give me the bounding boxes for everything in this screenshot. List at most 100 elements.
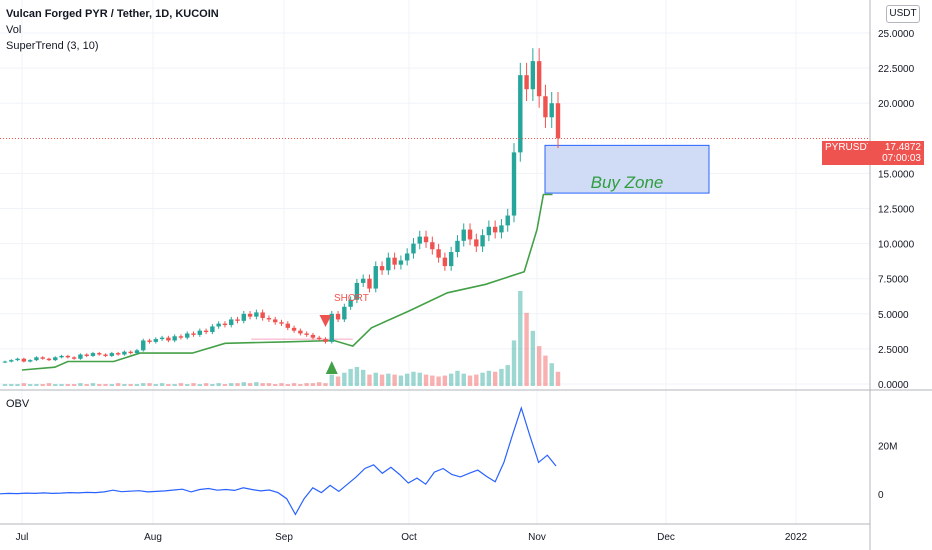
candle-body [342, 306, 347, 320]
volume-bar [216, 383, 221, 386]
candle-body [191, 333, 196, 335]
candle-body [448, 252, 454, 267]
candle-body [404, 253, 410, 261]
candle-body [367, 278, 372, 289]
last-price-value: 17.4872 [884, 142, 921, 153]
x-tick-label: Nov [528, 532, 546, 543]
candle-body [530, 61, 536, 90]
volume-bar [266, 383, 272, 386]
volume-bar [335, 376, 341, 386]
volume-bar [342, 372, 347, 386]
volume-bar [247, 383, 253, 386]
countdown: 07:00:03 [882, 153, 921, 164]
candle-body [273, 319, 278, 323]
candle-body [197, 330, 203, 335]
candle-body [97, 353, 102, 355]
candle-body [172, 336, 177, 341]
volume-bar [398, 375, 404, 386]
supertrend-path [21, 193, 553, 371]
candle-body [379, 266, 385, 271]
volume-bar [304, 383, 309, 386]
volume-bar [505, 365, 510, 386]
candle-body [235, 319, 240, 321]
obv-tick-label: 0 [878, 490, 884, 501]
y-tick-label: 0.0000 [878, 380, 909, 391]
symbol-label: PYRUSDT [825, 142, 873, 153]
candle-body [122, 351, 127, 355]
volume-bar [147, 383, 152, 386]
candle-body [134, 350, 140, 354]
volume-bar [436, 376, 441, 386]
candle-body [467, 229, 473, 240]
candle-body [46, 358, 52, 361]
candle-body [159, 337, 165, 340]
volume-bar [203, 383, 209, 386]
volume-bar [9, 384, 14, 386]
candle-body [109, 353, 115, 356]
volume-bar [21, 383, 27, 386]
volume-bar [474, 374, 479, 386]
volume-bar [511, 340, 517, 386]
candle-body [128, 351, 133, 354]
volume-bar [291, 383, 297, 386]
candle-body [335, 313, 341, 320]
candle-body [310, 334, 316, 338]
candle-body [386, 257, 391, 271]
volume-bar [298, 384, 303, 386]
candle-body [543, 96, 548, 118]
volume-bar [285, 384, 290, 386]
volume-bar [367, 374, 372, 386]
obv-tick-label: 20M [878, 442, 897, 453]
candle-body [436, 249, 441, 258]
candle-body [423, 236, 429, 243]
volume-bar [197, 384, 203, 386]
candle-body [455, 240, 460, 253]
volume-bar [229, 383, 234, 386]
volume-bar [549, 363, 554, 386]
candle-body [115, 353, 121, 355]
volume-bar [323, 383, 328, 386]
candle-body [279, 322, 284, 324]
candle-body [499, 225, 504, 233]
candle-body [536, 61, 542, 97]
candle-body [141, 340, 146, 351]
candle-body [222, 323, 228, 326]
candle-body [524, 75, 529, 90]
x-tick-label: Dec [657, 532, 675, 543]
candle-body [304, 333, 309, 335]
volume-bar [191, 383, 196, 386]
candle-body [21, 358, 27, 362]
short-triangle [319, 315, 332, 327]
candle-body [373, 266, 378, 289]
x-tick-label: Aug [144, 532, 162, 543]
candle-body [71, 357, 77, 359]
volume-bar [222, 384, 228, 386]
volume-bar [310, 383, 316, 386]
currency-badge[interactable]: USDT [886, 5, 920, 23]
candle-body [417, 236, 422, 244]
volume-bar [360, 369, 366, 386]
volume-bar [430, 375, 435, 386]
candle-body [166, 337, 171, 341]
candle-body [147, 340, 152, 342]
volume-bar [254, 382, 259, 386]
volume-bar [417, 372, 422, 386]
x-tick-label: Oct [401, 532, 417, 543]
candle-body [247, 313, 253, 317]
volume-bar [373, 372, 378, 386]
volume-bar [53, 384, 58, 386]
candle-body [285, 323, 290, 328]
candle-body [241, 313, 246, 321]
y-tick-label: 7.5000 [878, 275, 909, 286]
candle-body [480, 235, 485, 247]
volume-bar [492, 371, 498, 386]
candle-body [518, 75, 523, 153]
candle-body [90, 353, 96, 356]
buy-zone-box[interactable] [544, 144, 710, 194]
volume-bar [455, 370, 460, 386]
candle-body [260, 312, 265, 319]
x-tick-label: 2022 [785, 532, 808, 543]
volume-bar [524, 312, 529, 386]
candle-body [203, 330, 209, 333]
